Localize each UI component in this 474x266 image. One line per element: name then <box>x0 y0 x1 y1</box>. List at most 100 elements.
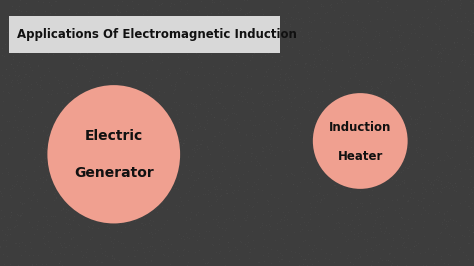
Point <box>402 263 410 266</box>
Point <box>375 171 383 175</box>
Point <box>269 101 276 106</box>
Point <box>376 222 383 226</box>
Point <box>267 118 274 122</box>
Point <box>16 80 24 84</box>
Point <box>44 131 52 136</box>
Point <box>358 35 365 39</box>
Point <box>128 120 136 125</box>
Point <box>223 188 230 192</box>
Point <box>0 73 6 77</box>
Point <box>101 233 109 237</box>
Point <box>133 217 141 222</box>
Point <box>410 27 418 31</box>
Point <box>350 65 357 70</box>
Point <box>38 144 46 149</box>
Point <box>195 248 203 252</box>
Point <box>23 1 30 5</box>
Point <box>157 105 165 109</box>
Point <box>319 77 327 81</box>
Point <box>456 61 463 66</box>
Point <box>190 111 197 115</box>
Point <box>78 206 85 210</box>
Point <box>323 135 331 139</box>
Point <box>75 203 82 207</box>
Point <box>281 78 289 82</box>
Point <box>469 185 474 189</box>
Point <box>131 219 139 223</box>
Point <box>465 167 473 171</box>
Point <box>177 236 184 240</box>
Point <box>204 106 212 110</box>
Point <box>278 0 285 4</box>
Point <box>53 196 60 200</box>
Point <box>116 146 124 151</box>
Point <box>251 180 258 184</box>
Point <box>49 149 56 153</box>
Point <box>148 235 155 239</box>
Point <box>132 105 139 110</box>
Point <box>16 7 23 12</box>
Point <box>213 187 221 191</box>
Point <box>447 138 455 142</box>
Point <box>70 30 77 35</box>
Point <box>338 0 346 4</box>
Point <box>248 133 256 137</box>
Point <box>249 123 256 127</box>
Point <box>282 20 289 25</box>
Point <box>104 200 112 204</box>
Point <box>220 117 228 121</box>
Point <box>237 15 244 19</box>
Point <box>15 109 23 113</box>
Point <box>218 140 226 145</box>
Point <box>73 74 80 78</box>
Point <box>228 73 236 77</box>
Point <box>272 130 280 134</box>
Point <box>330 183 338 187</box>
Point <box>85 10 92 14</box>
Point <box>224 148 232 153</box>
Point <box>109 245 117 250</box>
Point <box>396 40 404 44</box>
Point <box>28 95 36 99</box>
Point <box>250 204 257 208</box>
Point <box>164 246 172 250</box>
Point <box>321 237 329 241</box>
Point <box>45 81 53 85</box>
Point <box>80 133 87 137</box>
Point <box>358 201 365 205</box>
Point <box>447 156 454 160</box>
Point <box>286 24 294 28</box>
Point <box>321 64 329 69</box>
Point <box>314 48 321 52</box>
Point <box>262 144 270 149</box>
Point <box>205 199 212 203</box>
Point <box>146 83 153 88</box>
Point <box>378 117 386 121</box>
Point <box>300 220 308 225</box>
Point <box>392 168 400 173</box>
Point <box>207 52 215 56</box>
Point <box>73 51 81 55</box>
Point <box>285 96 293 101</box>
Point <box>250 51 257 55</box>
Point <box>52 108 59 113</box>
Point <box>346 260 354 264</box>
Point <box>146 16 154 20</box>
Point <box>161 252 168 257</box>
Point <box>149 196 156 200</box>
Point <box>340 221 348 225</box>
Point <box>450 239 457 244</box>
Point <box>242 218 250 222</box>
Point <box>262 167 270 172</box>
Point <box>276 58 283 62</box>
Point <box>466 154 474 159</box>
Point <box>56 45 64 49</box>
Point <box>367 235 374 240</box>
Point <box>146 243 154 248</box>
Point <box>172 31 179 35</box>
Point <box>152 206 160 211</box>
Point <box>426 119 434 123</box>
Point <box>306 133 314 137</box>
Point <box>358 26 365 31</box>
Point <box>247 146 255 150</box>
